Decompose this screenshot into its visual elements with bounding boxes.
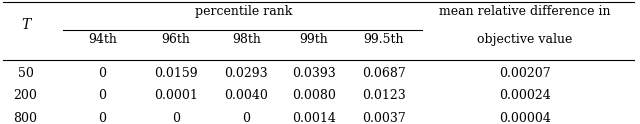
Text: 99.5th: 99.5th: [364, 33, 404, 46]
Text: 0.00024: 0.00024: [499, 89, 550, 102]
Text: 0.00207: 0.00207: [499, 67, 550, 80]
Text: 98th: 98th: [232, 33, 261, 46]
Text: 0: 0: [99, 111, 106, 124]
Text: 0.0001: 0.0001: [154, 89, 198, 102]
Text: percentile rank: percentile rank: [195, 5, 292, 18]
Text: 0.0293: 0.0293: [225, 67, 268, 80]
Text: 0: 0: [99, 67, 106, 80]
Text: 0.0040: 0.0040: [225, 89, 268, 102]
Text: 50: 50: [18, 67, 33, 80]
Text: 0.0393: 0.0393: [292, 67, 335, 80]
Text: 0.00004: 0.00004: [499, 111, 551, 124]
Text: 200: 200: [13, 89, 38, 102]
Text: T: T: [21, 18, 30, 32]
Text: 0: 0: [243, 111, 250, 124]
Text: mean relative difference in: mean relative difference in: [439, 5, 611, 18]
Text: objective value: objective value: [477, 33, 573, 46]
Text: 99th: 99th: [300, 33, 328, 46]
Text: 0.0159: 0.0159: [154, 67, 198, 80]
Text: 0.0014: 0.0014: [292, 111, 335, 124]
Text: 0.0080: 0.0080: [292, 89, 335, 102]
Text: 0.0123: 0.0123: [362, 89, 406, 102]
Text: 0.0037: 0.0037: [362, 111, 406, 124]
Text: 96th: 96th: [161, 33, 191, 46]
Text: 0: 0: [99, 89, 106, 102]
Text: 800: 800: [13, 111, 38, 124]
Text: 0: 0: [172, 111, 180, 124]
Text: 94th: 94th: [88, 33, 117, 46]
Text: 0.0687: 0.0687: [362, 67, 406, 80]
